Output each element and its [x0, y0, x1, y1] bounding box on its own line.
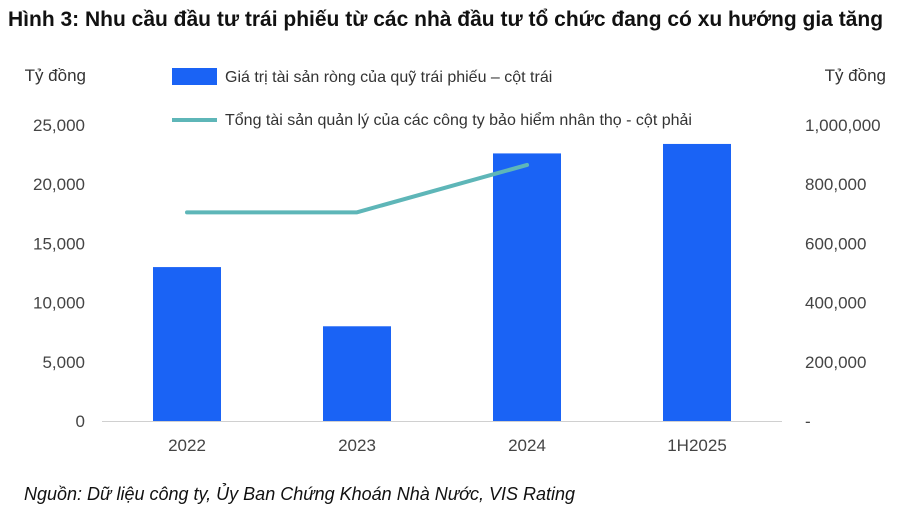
x-axis-tick-label: 1H2025 — [667, 436, 727, 455]
left-axis-tick-label: 10,000 — [33, 294, 85, 313]
chart-title: Hình 3: Nhu cầu đầu tư trái phiếu từ các… — [8, 8, 884, 31]
left-axis-tick-label: 5,000 — [42, 353, 85, 372]
x-axis-tick-label: 2022 — [168, 436, 206, 455]
right-axis-tick-label: 400,000 — [805, 294, 866, 313]
left-axis-tick-label: 25,000 — [33, 116, 85, 135]
left-axis-unit: Tỷ đồng — [25, 66, 86, 85]
right-axis-tick-label: 600,000 — [805, 234, 866, 253]
right-axis-tick-label: 800,000 — [805, 175, 866, 194]
right-axis-tick-label: 200,000 — [805, 353, 866, 372]
right-axis-unit: Tỷ đồng — [825, 66, 886, 85]
left-axis-tick-label: 15,000 — [33, 234, 85, 253]
x-axis-tick-label: 2023 — [338, 436, 376, 455]
line-series — [185, 162, 529, 215]
legend-bar-swatch — [172, 68, 217, 85]
x-axis-tick-label: 2024 — [508, 436, 546, 455]
bar — [493, 153, 561, 421]
right-axis-tick-label: 1,000,000 — [805, 116, 881, 135]
bar — [663, 143, 731, 421]
legend-bar-label: Giá trị tài sản ròng của quỹ trái phiếu … — [225, 69, 552, 86]
source-note: Nguồn: Dữ liệu công ty, Ủy Ban Chứng Kho… — [24, 484, 576, 504]
left-axis-tick-label: 0 — [76, 412, 85, 431]
right-axis-tick-label: - — [805, 412, 811, 431]
left-axis-tick-label: 20,000 — [33, 175, 85, 194]
bar — [323, 326, 391, 421]
plot-group: 0 5,000 10,000 15,000 20,000 25,000 - 200,000 40… — [33, 116, 881, 455]
legend-line-label: Tổng tài sản quản lý của các công ty bảo… — [225, 111, 692, 129]
bar — [153, 267, 221, 421]
